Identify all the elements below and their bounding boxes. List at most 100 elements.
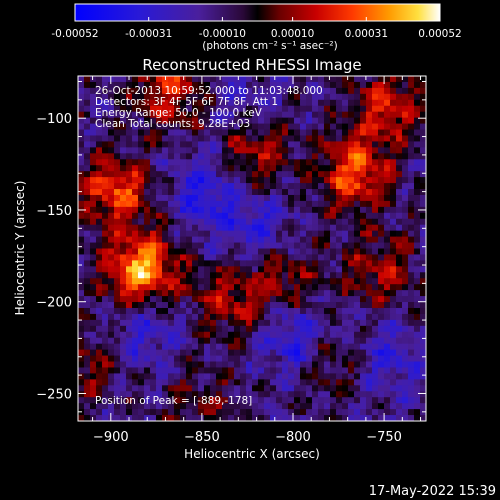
heatmap-cell	[234, 135, 241, 143]
heatmap-cell	[78, 230, 85, 238]
heatmap-cell	[108, 212, 115, 220]
heatmap-cell	[204, 111, 211, 119]
heatmap-cell	[198, 123, 205, 131]
heatmap-cell	[348, 129, 355, 137]
heatmap-cell	[186, 337, 193, 345]
heatmap-cell	[336, 278, 343, 285]
heatmap-cell	[324, 349, 331, 357]
heatmap-cell	[288, 266, 295, 273]
heatmap-cell	[258, 206, 265, 214]
heatmap-cell	[420, 200, 426, 208]
heatmap-cell	[234, 307, 241, 315]
heatmap-cell	[78, 93, 85, 101]
heatmap-cell	[390, 361, 397, 369]
heatmap-cell	[156, 194, 163, 202]
heatmap-cell	[216, 391, 223, 398]
heatmap-cell	[372, 248, 379, 256]
heatmap-cell	[234, 111, 241, 119]
heatmap-cell	[186, 379, 193, 386]
heatmap-cell	[174, 379, 181, 386]
heatmap-cell	[150, 81, 157, 89]
heatmap-cell	[120, 147, 127, 154]
heatmap-cell	[108, 373, 115, 380]
heatmap-cell	[114, 248, 121, 256]
heatmap-cell	[396, 302, 403, 309]
heatmap-cell	[180, 397, 187, 404]
heatmap-cell	[114, 313, 121, 321]
heatmap-cell	[150, 278, 157, 285]
heatmap-cell	[384, 194, 391, 202]
heatmap-cell	[390, 200, 397, 208]
heatmap-cell	[420, 313, 426, 321]
heatmap-cell	[108, 141, 115, 148]
heatmap-cell	[330, 272, 337, 279]
heatmap-cell	[168, 153, 175, 160]
heatmap-cell	[288, 147, 295, 154]
heatmap-cell	[174, 290, 181, 297]
heatmap-cell	[348, 123, 355, 131]
heatmap-cell	[192, 111, 199, 119]
heatmap-cell	[372, 242, 379, 250]
heatmap-cell	[150, 319, 157, 327]
heatmap-cell	[378, 99, 385, 107]
heatmap-cell	[294, 337, 301, 345]
heatmap-cell	[324, 337, 331, 345]
heatmap-cell	[306, 212, 313, 220]
heatmap-cell	[144, 165, 151, 172]
heatmap-cell	[84, 218, 91, 226]
heatmap-cell	[174, 397, 181, 404]
heatmap-cell	[240, 319, 247, 327]
heatmap-cell	[102, 99, 109, 107]
heatmap-cell	[114, 189, 121, 196]
heatmap-cell	[342, 296, 349, 303]
heatmap-cell	[198, 141, 205, 148]
heatmap-cell	[114, 242, 121, 250]
heatmap-cell	[186, 87, 193, 95]
heatmap-cell	[246, 212, 253, 220]
heatmap-cell	[114, 415, 121, 421]
heatmap-cell	[390, 373, 397, 380]
heatmap-cell	[102, 409, 109, 416]
heatmap-cell	[210, 307, 217, 315]
heatmap-cell	[324, 111, 331, 119]
heatmap-cell	[156, 123, 163, 131]
heatmap-cell	[174, 349, 181, 357]
heatmap-cell	[210, 278, 217, 285]
x-tick-label: −800	[275, 430, 311, 445]
heatmap-cell	[174, 141, 181, 148]
heatmap-cell	[348, 343, 355, 351]
heatmap-cell	[318, 313, 325, 321]
heatmap-cell	[252, 76, 259, 83]
heatmap-cell	[390, 135, 397, 143]
heatmap-cell	[300, 224, 307, 232]
heatmap-cell	[192, 385, 199, 392]
heatmap-cell	[414, 165, 421, 172]
heatmap-cell	[270, 200, 277, 208]
heatmap-cell	[90, 230, 97, 238]
heatmap-cell	[414, 343, 421, 351]
heatmap-cell	[276, 385, 283, 392]
heatmap-cell	[120, 307, 127, 315]
heatmap-cell	[330, 117, 337, 125]
heatmap-cell	[168, 391, 175, 398]
heatmap-cell	[258, 403, 265, 410]
heatmap-cell	[192, 397, 199, 404]
heatmap-cell	[264, 266, 271, 273]
heatmap-cell	[138, 266, 145, 273]
heatmap-cell	[372, 409, 379, 416]
heatmap-cell	[390, 290, 397, 297]
heatmap-cell	[336, 183, 343, 190]
heatmap-cell	[204, 260, 211, 267]
heatmap-cell	[294, 183, 301, 190]
heatmap-cell	[264, 242, 271, 250]
heatmap-cell	[96, 260, 103, 267]
heatmap-cell	[216, 415, 223, 421]
heatmap-cell	[240, 93, 247, 101]
heatmap-cell	[78, 355, 85, 363]
heatmap-cell	[378, 385, 385, 392]
heatmap-cell	[168, 307, 175, 315]
heatmap-cell	[396, 367, 403, 375]
heatmap-cell	[366, 367, 373, 375]
heatmap-cell	[396, 189, 403, 196]
heatmap-cell	[258, 337, 265, 345]
